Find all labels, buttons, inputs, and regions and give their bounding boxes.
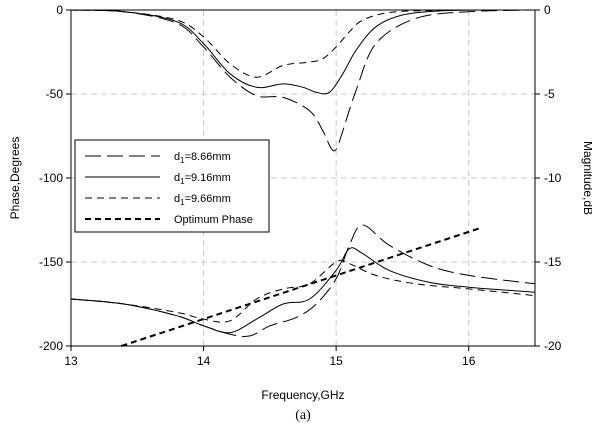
y-tick-label-right: -10 [544,171,562,185]
legend-label: Optimum Phase [174,214,253,226]
series-line-optimum-phase [121,228,479,346]
y-tick-label-right: 0 [544,3,551,17]
y-tick-label-left: 0 [56,3,63,17]
series-line-d1-9-66mm-magnitude [71,10,535,77]
y-tick-label-left: -150 [39,255,63,269]
series-line-d1-9-16mm-phase [71,248,535,333]
x-tick-label: 13 [64,354,78,368]
x-tick-label: 16 [462,354,476,368]
y-tick-label-left: -100 [39,171,63,185]
y-tick-label-left: -200 [39,339,63,353]
y-tick-label-right: -15 [544,255,562,269]
y-axis-label-right: Magnitude,dB [581,141,592,215]
y-tick-label-left: -50 [46,87,64,101]
y-tick-label-right: -20 [544,339,562,353]
x-axis-label: Frequency,GHz [261,388,344,402]
series-line-d1-8-66mm-magnitude [71,10,535,151]
series-line-d1-9-16mm-magnitude [71,10,535,94]
y-tick-label-right: -5 [544,87,555,101]
y-axis-label-left: Phase,Degrees [8,137,22,220]
series-line-d1-8-66mm-phase [71,225,535,336]
x-tick-label: 15 [329,354,343,368]
series-line-d1-9-66mm-phase [71,260,535,322]
caption: (a) [295,408,311,423]
x-tick-label: 14 [197,354,211,368]
